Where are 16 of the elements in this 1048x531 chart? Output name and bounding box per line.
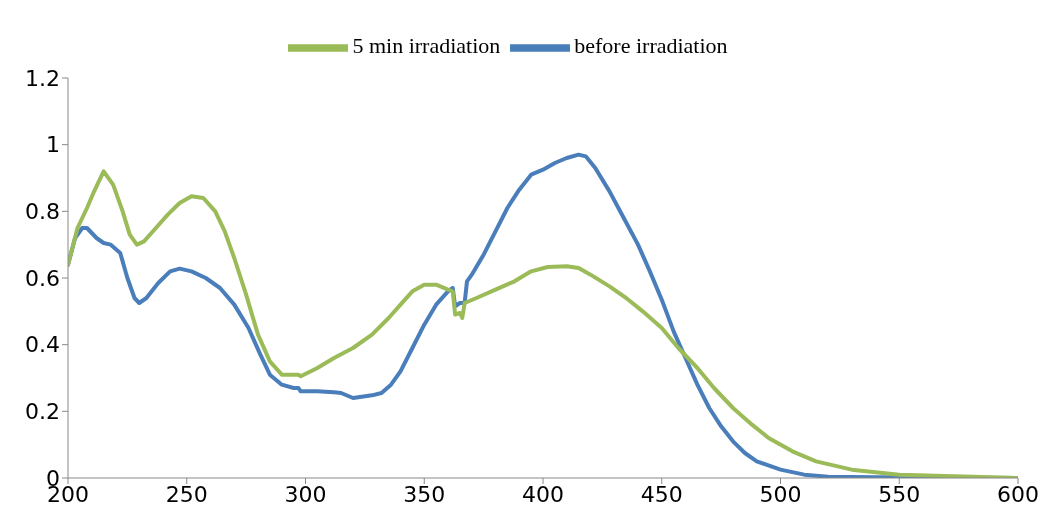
y-tick-label: 1.2 xyxy=(25,65,60,91)
x-tick-label: 450 xyxy=(640,481,683,507)
legend-label: before irradiation xyxy=(574,33,728,59)
x-tick-label: 550 xyxy=(878,481,921,507)
x-tick-label: 400 xyxy=(522,481,564,507)
x-tick-label: 250 xyxy=(165,481,208,507)
y-tick-label: 0.4 xyxy=(25,332,60,358)
x-tick-label: 300 xyxy=(284,481,327,507)
x-tick-label: 500 xyxy=(759,481,802,507)
y-tick-label: 0.6 xyxy=(25,265,60,291)
x-tick-label: 600 xyxy=(997,481,1039,507)
legend-label: 5 min irradiation xyxy=(352,33,501,59)
y-tick-label: 0.8 xyxy=(25,199,60,225)
x-tick-label: 350 xyxy=(403,481,446,507)
y-tick-label: 1 xyxy=(46,132,60,158)
y-tick-label: 0.2 xyxy=(25,399,60,425)
